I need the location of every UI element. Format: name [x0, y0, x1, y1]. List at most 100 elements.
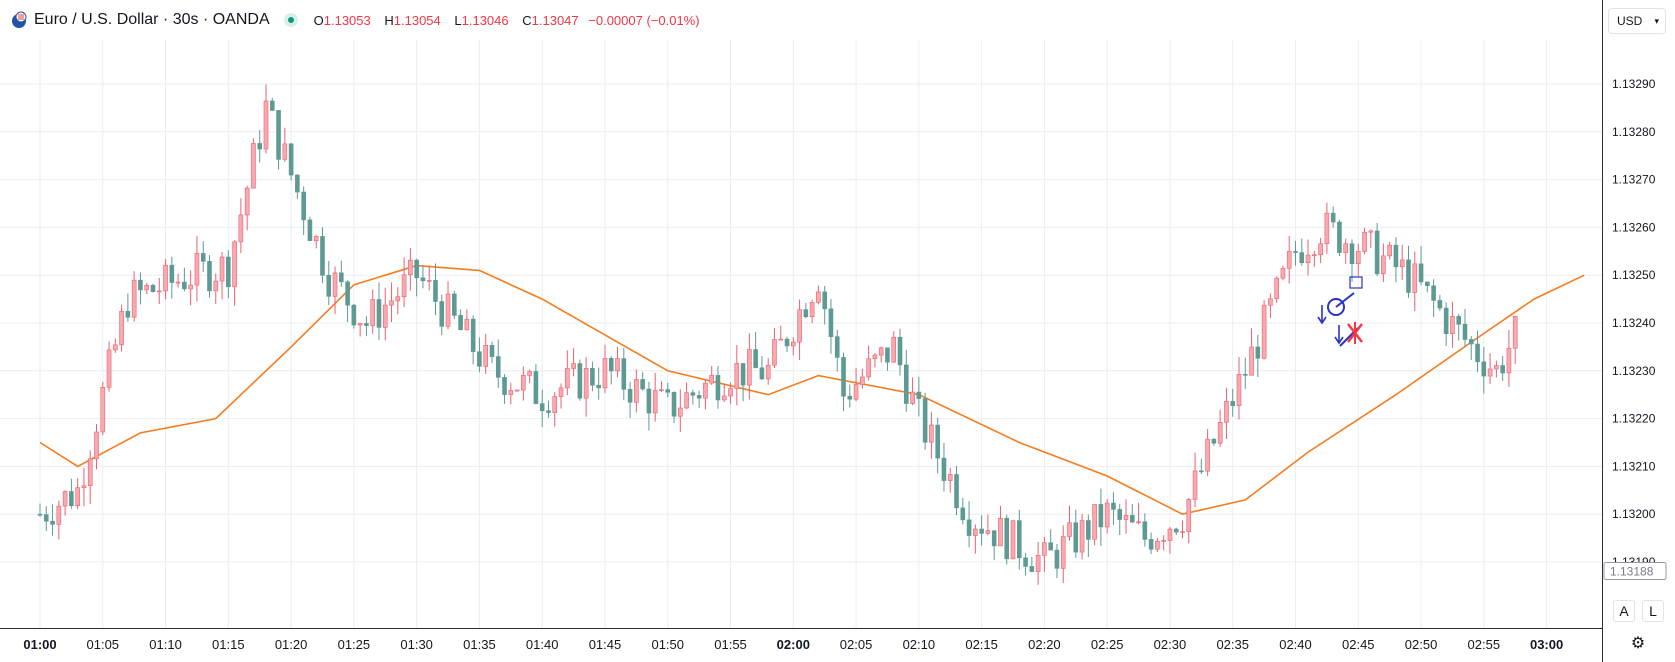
- candle: [420, 265, 426, 289]
- candle: [1186, 497, 1192, 544]
- candle-body: [1362, 231, 1367, 252]
- candle: [433, 263, 438, 316]
- candle-body: [1224, 401, 1229, 423]
- candle-body: [671, 392, 677, 417]
- drawings-layer[interactable]: [1317, 276, 1363, 347]
- candle-body: [395, 296, 401, 302]
- candle: [1016, 509, 1022, 570]
- candle-body: [1079, 520, 1085, 553]
- candle: [1010, 520, 1016, 560]
- candle: [1462, 309, 1468, 348]
- candle: [784, 336, 790, 353]
- candle: [514, 389, 520, 392]
- y-tick-label: 1.13210: [1612, 459, 1656, 473]
- candle: [1286, 235, 1292, 284]
- circle-arrow-icon[interactable]: [1327, 292, 1355, 316]
- candle: [1035, 541, 1041, 585]
- candle: [991, 530, 997, 561]
- candle: [979, 515, 984, 546]
- candle-body: [1330, 212, 1336, 223]
- candle-body: [822, 291, 827, 310]
- candle: [351, 303, 357, 329]
- candle-body: [1462, 324, 1468, 340]
- candle: [728, 382, 733, 405]
- candle-body: [960, 507, 966, 521]
- auto-scale-button[interactable]: A: [1613, 600, 1635, 622]
- candle-body: [106, 349, 112, 388]
- candle-body: [219, 256, 225, 282]
- candle-body: [1487, 368, 1493, 377]
- candle: [1418, 246, 1424, 286]
- box-marker-icon[interactable]: [1349, 276, 1363, 289]
- log-scale-button[interactable]: L: [1642, 600, 1664, 622]
- candle-body: [1456, 316, 1462, 325]
- last-price-box: [1603, 562, 1667, 581]
- candle: [1337, 219, 1342, 256]
- candle-body: [684, 392, 689, 409]
- candle: [1073, 509, 1079, 558]
- euro-dollar-flag-icon: [12, 11, 27, 28]
- candle-body: [778, 338, 784, 341]
- x-tick-label: 01:50: [651, 637, 684, 652]
- candle: [426, 265, 432, 291]
- currency-selector[interactable]: USD ▾: [1608, 8, 1666, 34]
- candle: [897, 328, 903, 376]
- candle: [489, 341, 495, 364]
- candle-body: [1205, 438, 1210, 472]
- candle-body: [502, 377, 507, 395]
- candle-body: [1230, 401, 1236, 407]
- candle-body: [872, 354, 878, 360]
- candle: [175, 273, 181, 288]
- candle: [169, 256, 175, 299]
- candle-body: [1155, 540, 1160, 550]
- candle: [87, 450, 93, 505]
- candle-body: [452, 293, 457, 316]
- candle-body: [125, 310, 131, 318]
- candle-body: [1249, 346, 1254, 376]
- candle: [1431, 279, 1436, 317]
- candle: [772, 328, 777, 368]
- x-tick-label: 02:05: [840, 637, 873, 652]
- x-tick-label: 02:50: [1405, 637, 1438, 652]
- candle: [1362, 228, 1367, 255]
- candles: [37, 84, 1518, 585]
- candle: [458, 309, 463, 331]
- candle: [263, 84, 269, 154]
- chevron-down-icon: ▾: [1654, 15, 1659, 26]
- candle: [213, 273, 219, 305]
- candle: [313, 234, 319, 249]
- gear-icon[interactable]: ⚙: [1630, 635, 1646, 652]
- candle: [1324, 202, 1330, 254]
- candle-body: [382, 304, 388, 328]
- candle-body: [81, 485, 87, 489]
- candle-body: [1305, 254, 1311, 264]
- candle: [1318, 237, 1323, 263]
- candle-body: [1086, 520, 1091, 540]
- candle: [1217, 409, 1223, 447]
- candle: [834, 329, 840, 372]
- candle: [922, 392, 928, 450]
- market-status-icon[interactable]: [283, 13, 298, 27]
- close-value: 1.13047: [531, 12, 579, 28]
- candle: [985, 514, 991, 536]
- candle: [747, 333, 752, 400]
- symbol-title[interactable]: Euro / U.S. Dollar · 30s · OANDA: [34, 11, 270, 28]
- candle-body: [954, 474, 959, 509]
- y-tick-label: 1.13250: [1612, 268, 1656, 282]
- candle-body: [709, 375, 714, 384]
- x-tick-label: 01:25: [338, 637, 371, 652]
- arrow-down-icon[interactable]: [1317, 305, 1327, 325]
- candle-body: [226, 256, 231, 288]
- candle-body: [483, 344, 489, 367]
- candle: [194, 235, 200, 302]
- candle-body: [169, 264, 175, 283]
- candle-body: [790, 341, 796, 347]
- candle: [376, 282, 382, 341]
- candle-body: [1192, 470, 1198, 500]
- cross-mark-icon[interactable]: [1347, 322, 1363, 344]
- candle: [320, 227, 325, 284]
- candle: [414, 258, 419, 297]
- candle: [1274, 276, 1279, 303]
- candle: [144, 282, 150, 295]
